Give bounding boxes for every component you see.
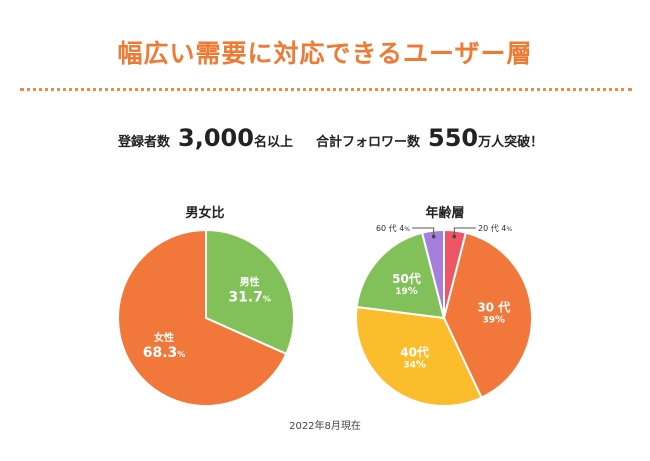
age-callout-line-0 (453, 227, 476, 237)
gender-slice-1 (117, 228, 288, 407)
gender-slice-0 (205, 228, 295, 356)
age-slice-3 (355, 231, 446, 320)
stats-row: 登録者数 3,000名以上 合計フォロワー数 550万人突破！ (0, 124, 650, 154)
age-slice-2 (355, 305, 483, 407)
age-chart-title: 年齢層 (425, 206, 465, 221)
age-callout-label-0: 20 代 4% (478, 223, 512, 233)
age-slice-1 (442, 231, 533, 399)
gender-chart-title: 男女比 (185, 206, 225, 221)
followers-unit: 万人突破！ (478, 135, 544, 150)
age-callout-line-4 (412, 227, 435, 237)
users-unit: 名以上 (253, 135, 293, 150)
age-callout-dot-4 (431, 234, 436, 239)
users-label: 登録者数 (118, 135, 171, 150)
age-slice-label-3: 50代 19% (392, 271, 421, 297)
gender-slice-label-1: 女性 68.3% (143, 331, 186, 361)
followers-stat: 合計フォロワー数 550万人突破！ (316, 124, 543, 152)
age-callout-dot-0 (452, 234, 457, 239)
age-slice-4 (420, 228, 445, 319)
followers-label: 合計フォロワー数 (316, 135, 421, 150)
dotted-divider (20, 88, 632, 91)
age-callout-label-4: 60 代 4% (376, 223, 410, 233)
followers-value: 550 (428, 124, 479, 152)
registered-users-stat: 登録者数 3,000名以上 (118, 124, 293, 152)
page-title: 幅広い需要に対応できるユーザー層 (117, 39, 533, 68)
age-slice-label-1: 30 代 39% (477, 299, 510, 325)
gender-slice-label-0: 男性 31.7% (228, 276, 271, 306)
users-value: 3,000 (178, 124, 254, 152)
date-note: 2022年8月現在 (289, 421, 361, 432)
age-slice-label-2: 40代 34% (400, 344, 429, 370)
